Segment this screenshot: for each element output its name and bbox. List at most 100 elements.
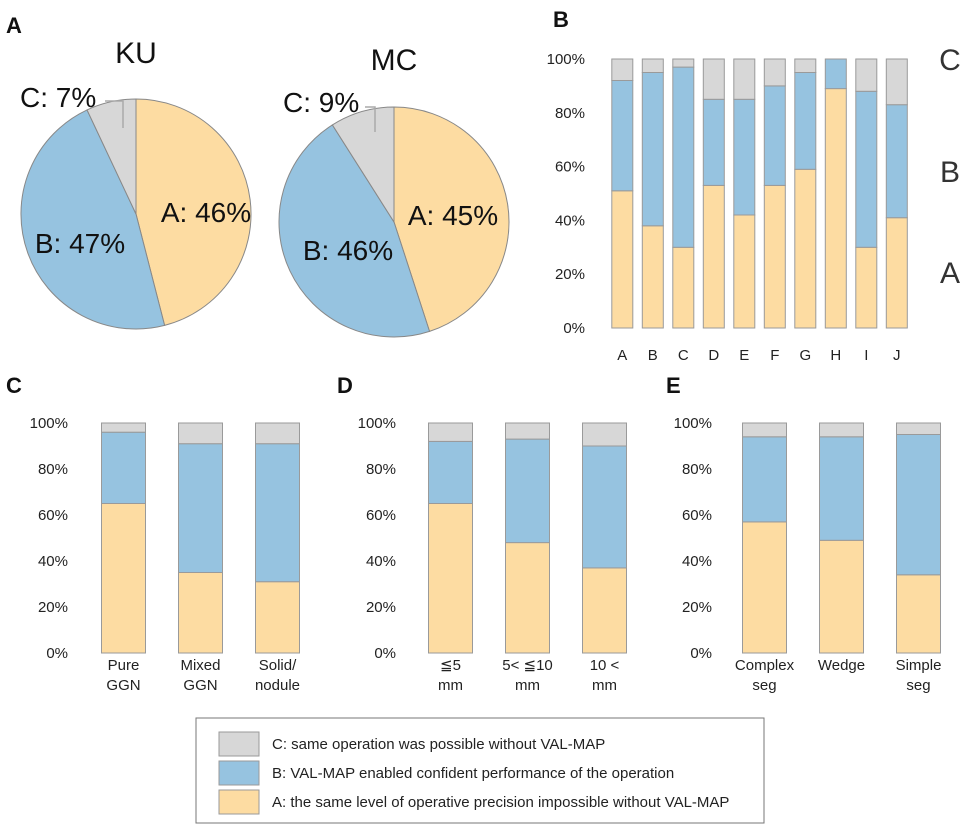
bar-segment-c — [428, 422, 473, 442]
bar-segment-a — [672, 246, 695, 329]
pie-leader-line — [105, 100, 124, 128]
bar-segment-a — [255, 581, 300, 654]
bar-segment-a — [763, 184, 786, 329]
x-category-label: H — [830, 347, 841, 364]
y-tick-label: 80% — [38, 461, 68, 478]
bar-segment-c — [819, 422, 864, 438]
bar-segment-b — [255, 443, 300, 583]
bar-segment-a — [702, 184, 725, 329]
bar-segment-a — [742, 521, 787, 654]
x-category-label: B — [648, 347, 658, 364]
panel-letter-a: A — [6, 13, 22, 38]
y-tick-label: 20% — [682, 599, 712, 616]
bar-segment-c — [505, 422, 550, 440]
x-category-label: ≦5 — [440, 657, 461, 674]
bar-segment-a — [101, 503, 146, 654]
pie-label-c: C: 7% — [20, 82, 96, 113]
bar-segment-c — [855, 58, 878, 92]
pie-slice-a — [135, 98, 252, 326]
pie-slice-b — [20, 109, 166, 330]
bar-segment-a — [428, 503, 473, 654]
y-tick-label: 100% — [30, 415, 68, 432]
y-tick-label: 40% — [682, 553, 712, 570]
bar-segment-b — [582, 445, 627, 569]
bar-segment-b — [428, 440, 473, 504]
y-tick-label: 100% — [358, 415, 396, 432]
bar-segment-c — [672, 58, 695, 68]
pie-label-b: B: 47% — [35, 228, 125, 259]
pie-label-b: B: 46% — [303, 235, 393, 266]
y-tick-label: 40% — [555, 212, 585, 229]
bar-segment-b — [896, 434, 941, 576]
bar-segment-b — [855, 90, 878, 248]
legend-label-a: A: the same level of operative precision… — [272, 794, 729, 811]
x-category-label: mm — [438, 677, 463, 694]
y-tick-label: 100% — [674, 415, 712, 432]
y-tick-label: 60% — [366, 507, 396, 524]
bar-segment-c — [896, 422, 941, 435]
y-tick-label: 20% — [366, 599, 396, 616]
bar-segment-b — [672, 66, 695, 248]
x-category-label: 10 < — [590, 657, 620, 674]
legend-label-b: B: VAL-MAP enabled confident performance… — [272, 765, 674, 782]
bar-segment-c — [582, 422, 627, 447]
pie-slice-c — [331, 106, 395, 224]
x-category-label: Pure — [108, 657, 140, 674]
x-category-label: seg — [906, 677, 930, 694]
bar-segment-c — [702, 58, 725, 100]
bar-segment-b — [763, 85, 786, 186]
pie-slice-a — [393, 106, 510, 333]
y-tick-label: 80% — [682, 461, 712, 478]
x-category-label: Solid/ — [259, 657, 297, 674]
x-category-label: GGN — [183, 677, 217, 694]
bar-chart-e: 0% 20% 40% 60% 80% 100% Complex seg Wedge Simple s… — [674, 415, 942, 694]
x-category-label: A — [617, 347, 627, 364]
legend-swatch-a — [218, 789, 260, 815]
bar-segment-a — [505, 542, 550, 654]
y-tick-label: 20% — [555, 266, 585, 283]
bar-segment-a — [885, 217, 908, 329]
legend-swatch-c — [218, 731, 260, 757]
x-category-label: Mixed — [180, 657, 220, 674]
x-category-label: F — [770, 347, 779, 364]
panel-letter-d: D — [337, 373, 353, 398]
bar-segment-b — [101, 431, 146, 505]
x-category-label: seg — [752, 677, 776, 694]
bar-segment-a — [611, 190, 634, 329]
y-tick-label: 80% — [366, 461, 396, 478]
x-category-label: I — [864, 347, 868, 364]
legend-label-c: C: same operation was possible without V… — [272, 736, 605, 753]
x-category-label: Wedge — [818, 657, 865, 674]
panel-letter-c: C — [6, 373, 22, 398]
bar-segment-c — [885, 58, 908, 106]
y-tick-label: 60% — [38, 507, 68, 524]
y-tick-label: 60% — [682, 507, 712, 524]
bar-segment-a — [896, 574, 941, 654]
legend: C: same operation was possible without V… — [195, 717, 765, 824]
y-tick-label: 0% — [46, 645, 68, 662]
bar-segment-a — [641, 225, 664, 329]
bar-segment-b — [641, 72, 664, 227]
pie-slice-c — [86, 98, 137, 215]
y-tick-label: 0% — [374, 645, 396, 662]
pie-label-c: C: 9% — [283, 87, 359, 118]
pie-leader-line — [365, 106, 376, 132]
bar-segment-b — [824, 58, 847, 90]
bar-segment-a — [824, 88, 847, 329]
x-category-label: C — [678, 347, 689, 364]
bar-segment-a — [855, 246, 878, 329]
bar-segment-c — [641, 58, 664, 73]
bar-segment-c — [733, 58, 756, 100]
pie-label-a: A: 45% — [408, 200, 498, 231]
x-category-label: D — [708, 347, 719, 364]
bar-segment-a — [819, 539, 864, 654]
bar-segment-c — [763, 58, 786, 87]
x-category-label: G — [799, 347, 811, 364]
side-label-a: A — [940, 257, 960, 290]
y-tick-label: 80% — [555, 105, 585, 122]
side-label-b: B — [940, 156, 960, 189]
bar-segment-b — [794, 72, 817, 170]
y-tick-label: 60% — [555, 159, 585, 176]
panel-letter-e: E — [666, 373, 681, 398]
